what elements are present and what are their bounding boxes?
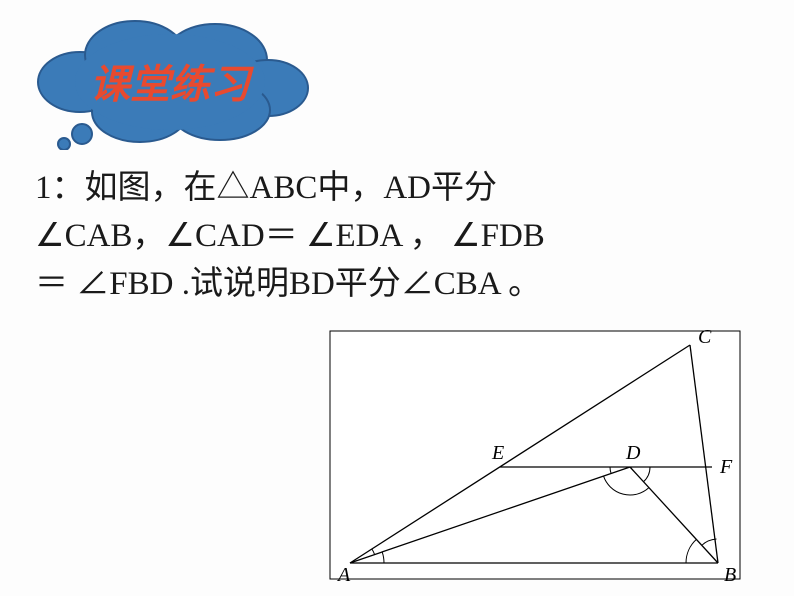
cloud-title: 课堂练习 xyxy=(90,62,254,107)
point-label-B: B xyxy=(724,564,736,585)
point-label-D: D xyxy=(625,442,641,464)
point-label-A: A xyxy=(336,564,351,585)
geometry-diagram: A B C E D F xyxy=(320,325,750,585)
problem-line-2: ∠CAB，∠CAD＝ ∠EDA ， ∠FDB xyxy=(35,213,764,261)
problem-statement: 1：如图，在△ABC中，AD平分 ∠CAB，∠CAD＝ ∠EDA ， ∠FDB … xyxy=(35,165,764,309)
problem-line-1: 1：如图，在△ABC中，AD平分 xyxy=(35,165,764,213)
point-label-F: F xyxy=(719,456,733,478)
cloud-callout: 课堂练习 xyxy=(20,10,320,150)
problem-line-3: ＝ ∠FBD .试说明BD平分∠CBA 。 xyxy=(35,261,764,309)
point-label-E: E xyxy=(491,442,504,464)
point-label-C: C xyxy=(698,326,712,348)
